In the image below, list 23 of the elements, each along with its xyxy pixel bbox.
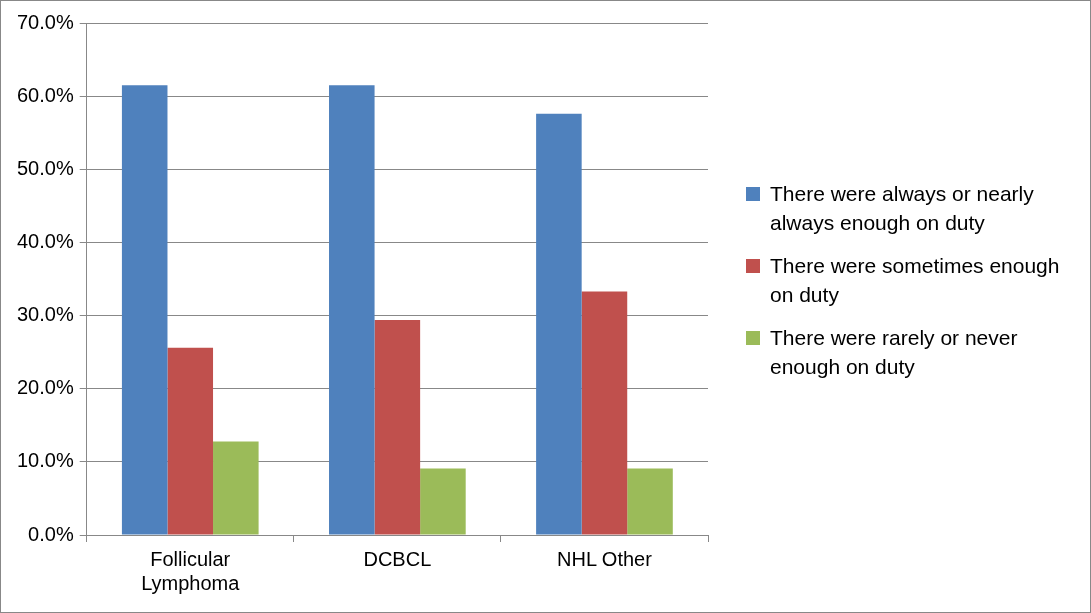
legend-label: There were sometimes enough on duty: [770, 253, 1061, 308]
y-tick-label: 70.0%: [16, 10, 74, 33]
y-tick-label: 20.0%: [16, 376, 74, 399]
bar: [213, 441, 259, 535]
x-tick-label: NHL Other: [557, 547, 653, 570]
legend-label: There were rarely or never enough on duty: [770, 325, 1019, 380]
bar: [167, 347, 214, 535]
y-tick-label: 40.0%: [16, 229, 74, 252]
y-tick-label: 0.0%: [28, 522, 74, 545]
bar: [536, 113, 582, 535]
y-tick-label: 60.0%: [16, 83, 74, 106]
y-tick-label: 30.0%: [16, 303, 74, 326]
bar: [121, 85, 168, 535]
legend-label: There were always or nearly always enough on duty: [770, 181, 1035, 236]
x-tick-label: DCBCL: [363, 547, 432, 570]
x-tick-label: Follicular Lymphoma: [141, 547, 241, 594]
y-tick-label: 10.0%: [16, 449, 74, 472]
bar: [627, 468, 673, 535]
bar: [329, 85, 375, 535]
bar: [420, 468, 466, 535]
bar: [581, 291, 628, 535]
bar: [374, 319, 421, 535]
y-tick-label: 50.0%: [16, 156, 74, 179]
